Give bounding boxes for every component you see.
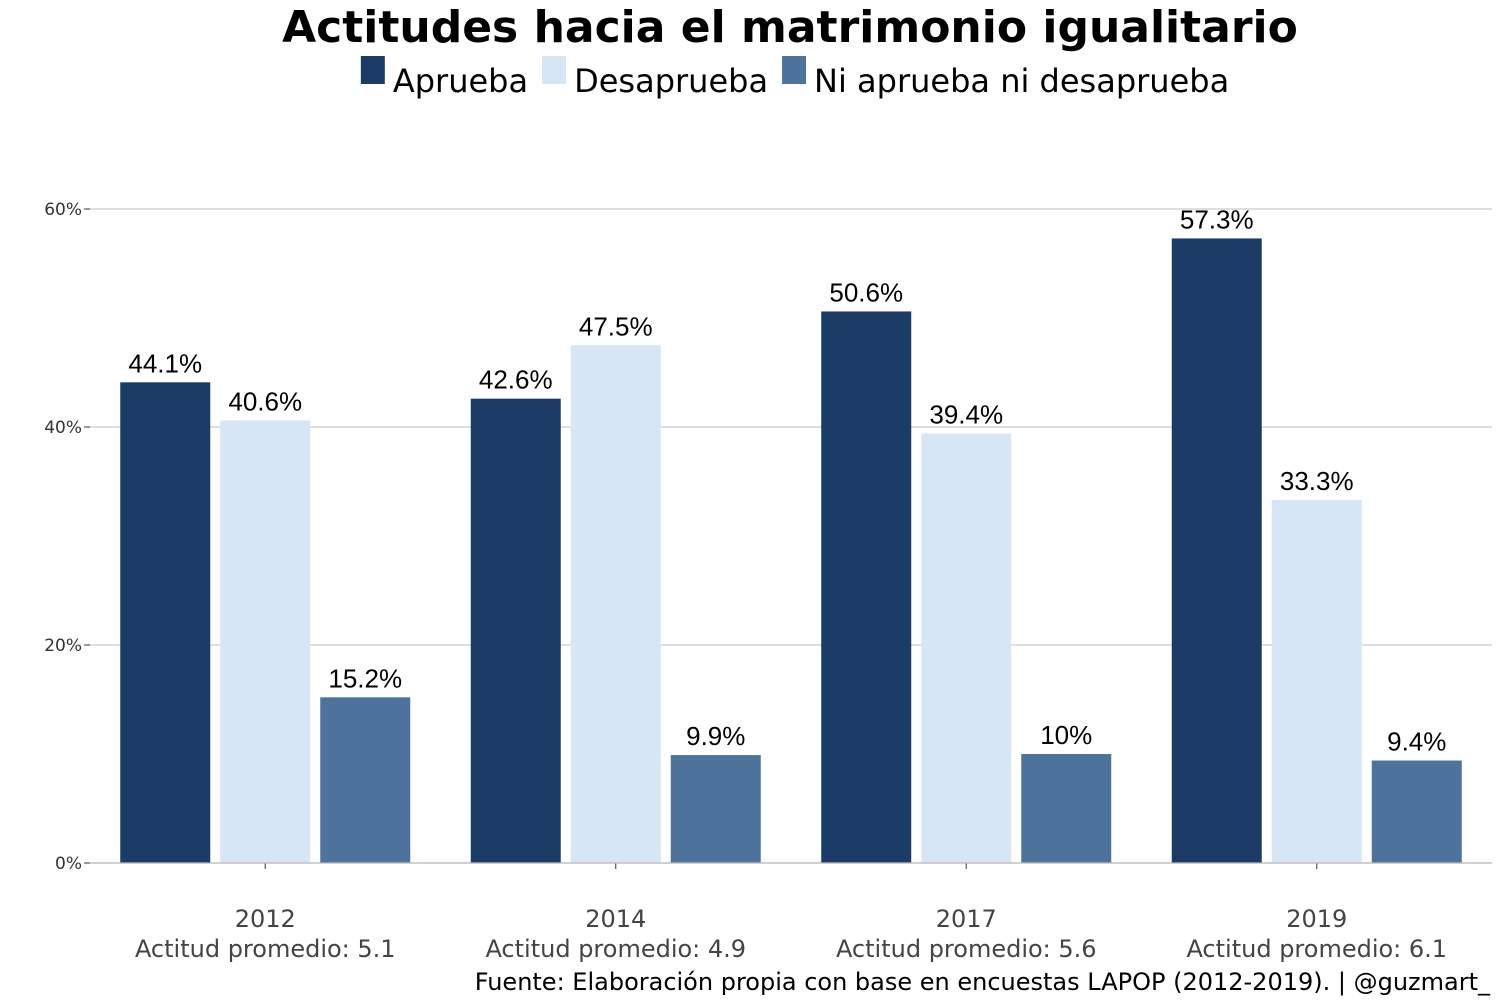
data-label: 9.4%: [1387, 727, 1446, 757]
bar: [120, 382, 211, 863]
data-label: 40.6%: [228, 386, 302, 416]
data-label: 15.2%: [328, 663, 402, 693]
x-sublabel: Actitud promedio: 4.9: [485, 935, 746, 963]
x-tick-label: 2017: [936, 905, 997, 933]
data-label: 44.1%: [128, 348, 202, 378]
legend-swatch: [360, 56, 385, 84]
bar: [320, 697, 411, 863]
bar: [470, 398, 561, 863]
data-label: 10%: [1040, 720, 1092, 750]
bar: [1171, 238, 1262, 863]
x-tick-label: 2012: [235, 905, 296, 933]
y-tick-label: 20%: [44, 636, 82, 656]
chart-title: Actitudes hacia el matrimonio igualitari…: [282, 2, 1298, 53]
bar: [1271, 500, 1362, 863]
legend-item: Aprueba: [360, 56, 528, 100]
data-label: 9.9%: [686, 721, 745, 751]
y-tick-label: 40%: [44, 418, 82, 438]
bar: [1021, 754, 1112, 863]
y-tick-label: 60%: [44, 200, 82, 220]
bar: [670, 755, 761, 863]
bar: [570, 345, 661, 863]
x-sublabel: Actitud promedio: 5.1: [135, 935, 396, 963]
x-tick-label: 2019: [1286, 905, 1347, 933]
legend-label: Desaprueba: [574, 62, 768, 100]
legend: Aprueba Desaprueba Ni aprueba ni desaprueb…: [360, 56, 1229, 100]
data-label: 50.6%: [829, 277, 903, 307]
legend-item: Ni aprueba ni desaprueba: [782, 56, 1229, 100]
caption: Fuente: Elaboración propia con base en e…: [475, 968, 1491, 996]
data-label: 33.3%: [1280, 466, 1354, 496]
data-label: 39.4%: [929, 400, 1003, 430]
bars: [120, 238, 1462, 864]
legend-label: Aprueba: [393, 62, 528, 100]
data-label: 42.6%: [479, 365, 553, 395]
data-label: 57.3%: [1180, 204, 1254, 234]
bar: [1371, 760, 1462, 863]
legend-item: Desaprueba: [542, 56, 768, 100]
legend-swatch: [782, 56, 807, 84]
x-sublabel: Actitud promedio: 6.1: [1186, 935, 1447, 963]
y-tick-label: 0%: [55, 854, 82, 874]
data-label: 47.5%: [579, 311, 653, 341]
bar: [220, 420, 311, 863]
legend-swatch: [542, 56, 567, 84]
legend-label: Ni aprueba ni desaprueba: [814, 62, 1229, 100]
x-tick-label: 2014: [585, 905, 646, 933]
x-sublabel: Actitud promedio: 5.6: [836, 935, 1097, 963]
data-labels: 44.1% 40.6% 15.2% 42.6% 47.5% 9.9% 50.6% 39.4% 1…: [128, 204, 1446, 756]
bar: [921, 433, 1012, 863]
bar: [821, 311, 912, 864]
y-axis: 0% 20% 40% 60%: [44, 200, 90, 874]
